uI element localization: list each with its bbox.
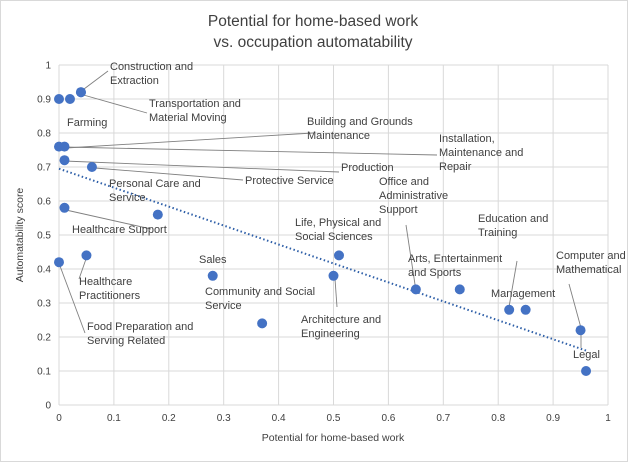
x-tick-label: 0 <box>56 413 62 424</box>
trendline <box>58 167 587 352</box>
y-tick-label: 0.4 <box>37 265 51 276</box>
data-label: Production <box>341 162 394 174</box>
leader-line <box>65 132 314 149</box>
y-tick-label: 1 <box>45 61 51 72</box>
data-label: Personal Care and Service <box>109 178 201 204</box>
y-tick-label: 0.6 <box>37 197 51 208</box>
y-tick-label: 0.8 <box>37 129 51 140</box>
data-point: Sales <box>207 270 218 281</box>
data-point: Arts, Entertainment and Sports <box>454 284 465 295</box>
data-label: Life, Physical and Social Sciences <box>295 217 381 243</box>
data-label: Computer and Mathematical <box>556 250 626 276</box>
leader-line <box>79 93 148 114</box>
annotations: Construction and Extraction Transportation… <box>67 61 626 361</box>
data-point: Management <box>520 304 531 315</box>
y-tick-label: 0.3 <box>37 299 51 310</box>
y-tick-label: 0.7 <box>37 163 51 174</box>
data-point: Computer and Mathematical <box>575 325 586 336</box>
data-point <box>64 94 75 104</box>
data-label: Arts, Entertainment and Sports <box>408 253 502 279</box>
data-point: Personal Care and Service <box>152 209 163 220</box>
data-point: Legal <box>581 366 592 376</box>
data-label: Community and Social Service <box>205 286 315 312</box>
tick-labels: 0 0.1 0.2 0.3 0.4 0.5 0.6 0.7 0.8 0.9 1 0 0.1 0.2 0.3 0… <box>37 61 611 425</box>
y-tick-label: 0.1 <box>37 367 51 378</box>
data-label: Building and Grounds Maintenance <box>307 116 413 142</box>
leader-line <box>79 70 109 93</box>
leader-line <box>63 160 340 173</box>
data-point: Production <box>59 155 70 166</box>
x-tick-label: 0.6 <box>381 413 395 424</box>
data-label: Education and Training <box>478 213 548 239</box>
data-label: Installation, Maintenance and Repair <box>439 133 523 173</box>
data-label: Management <box>491 288 555 300</box>
y-tick-label: 0.9 <box>37 95 51 106</box>
y-tick-label: 0.2 <box>37 333 51 344</box>
leader-line <box>62 146 438 156</box>
x-tick-label: 0.9 <box>546 413 560 424</box>
x-tick-label: 1 <box>605 413 611 424</box>
data-point: Healthcare Practitioners <box>81 250 92 261</box>
data-label: Construction and Extraction <box>110 61 193 87</box>
leader-line <box>59 265 86 334</box>
y-tick-label: 0 <box>45 401 51 412</box>
leader-line <box>568 283 582 329</box>
x-tick-label: 0.2 <box>162 413 176 424</box>
x-axis-label: Potential for home-based work <box>262 432 405 444</box>
data-point: Farming <box>54 94 64 104</box>
data-point: Office and Administrative Support <box>410 284 421 295</box>
leader-line <box>508 260 518 308</box>
chart-title-line-2: vs. occupation automatability <box>213 34 412 51</box>
x-tick-label: 0.4 <box>272 413 286 424</box>
x-tick-label: 0.3 <box>217 413 231 424</box>
data-point: Healthcare Support <box>59 202 70 213</box>
data-point: Food Preparation and Serving Related <box>54 257 64 268</box>
data-point: Architecture and Engineering <box>328 270 339 281</box>
y-tick-label: 0.5 <box>37 231 51 242</box>
data-label: Protective Service <box>245 175 334 187</box>
y-axis-label: Automatability score <box>14 188 26 283</box>
data-label: Sales <box>199 254 227 266</box>
data-point: Life, Physical and Social Sciences <box>333 250 344 261</box>
x-tick-label: 0.8 <box>491 413 505 424</box>
data-label: Architecture and Engineering <box>301 314 381 340</box>
x-tick-label: 0.5 <box>327 413 341 424</box>
gridlines <box>58 64 609 406</box>
leader-lines <box>59 70 582 348</box>
x-tick-label: 0.7 <box>436 413 450 424</box>
data-point: Education and Training <box>504 304 515 315</box>
data-point: Transportation and Material Moving <box>75 87 86 98</box>
leader-line <box>334 278 338 308</box>
data-label: Healthcare Support <box>72 224 167 236</box>
data-label: Transportation and Material Moving <box>149 98 241 124</box>
data-label: Farming <box>67 117 107 129</box>
data-label: Legal <box>573 349 600 361</box>
trendline-group <box>58 167 587 352</box>
chart-title-line-1: Potential for home-based work <box>208 13 418 30</box>
leader-line <box>78 258 87 280</box>
leader-line <box>94 167 244 181</box>
x-tick-label: 0.1 <box>107 413 121 424</box>
data-label: Food Preparation and Serving Related <box>87 321 193 347</box>
data-points: FarmingConstruction and ExtractionTransp… <box>54 87 592 376</box>
data-point: Community and Social Service <box>257 318 268 329</box>
data-point: Building and Grounds Maintenance <box>59 141 70 152</box>
leader-line <box>65 209 152 230</box>
data-label: Healthcare Practitioners <box>79 276 141 302</box>
data-label: Office and Administrative Support <box>379 176 448 216</box>
leader-line <box>405 224 417 292</box>
data-point: Protective Service <box>86 162 97 172</box>
